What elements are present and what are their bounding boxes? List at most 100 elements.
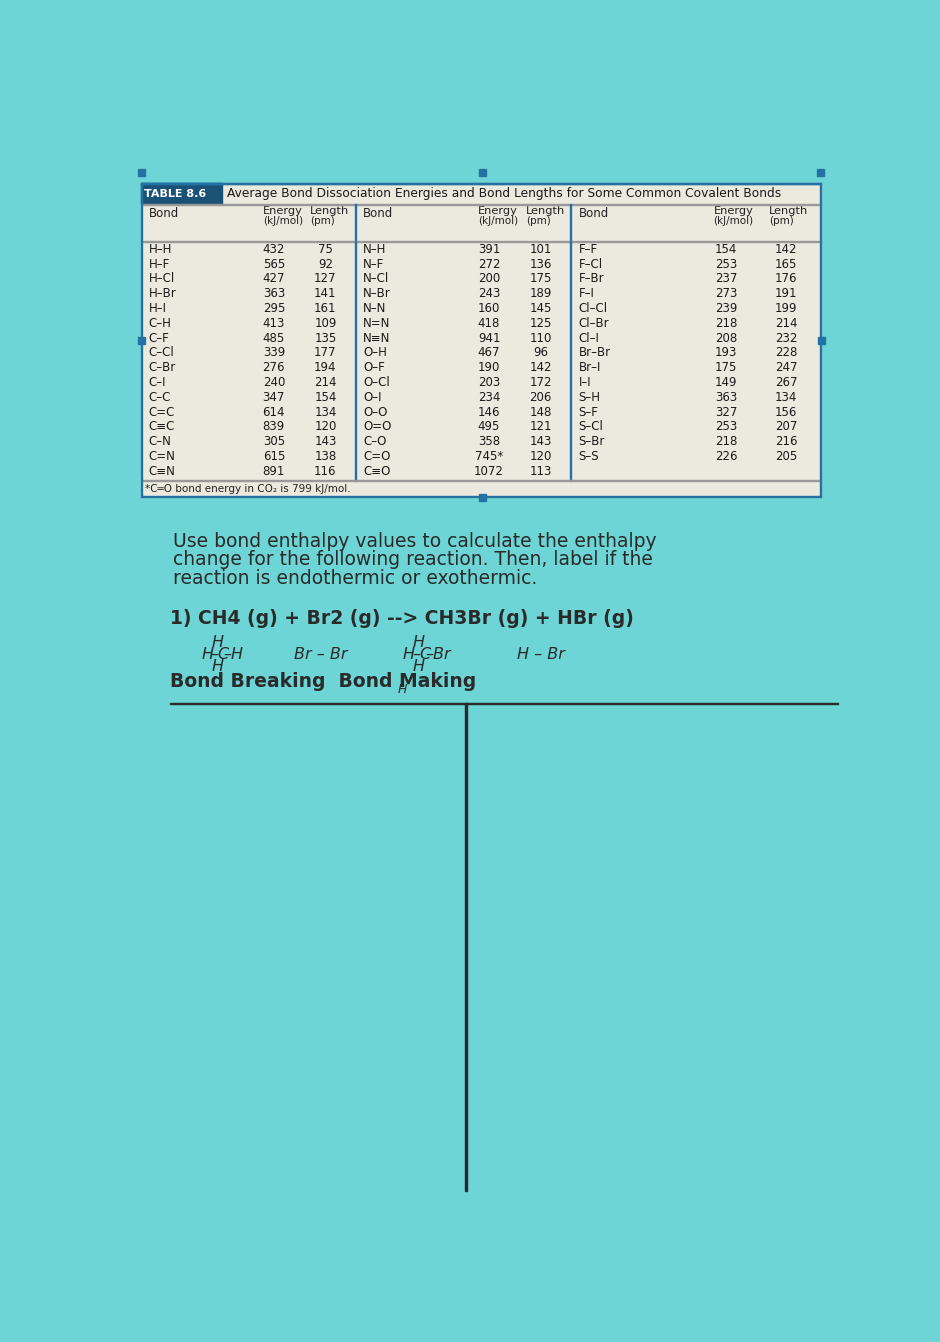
Text: –C: –C xyxy=(211,647,229,663)
Text: 200: 200 xyxy=(478,272,500,286)
Text: 237: 237 xyxy=(715,272,737,286)
Text: *C═O bond energy in CO₂ is 799 kJ/mol.: *C═O bond energy in CO₂ is 799 kJ/mol. xyxy=(145,483,351,494)
Text: H–F: H–F xyxy=(149,258,170,271)
Text: S–S: S–S xyxy=(579,450,600,463)
Text: S–Cl: S–Cl xyxy=(579,420,603,433)
Text: O–I: O–I xyxy=(363,391,382,404)
Text: 199: 199 xyxy=(775,302,797,315)
Text: 116: 116 xyxy=(314,464,337,478)
Text: 203: 203 xyxy=(478,376,500,389)
Text: –H: –H xyxy=(224,647,243,663)
Text: 272: 272 xyxy=(478,258,500,271)
Text: change for the following reaction. Then, label if the: change for the following reaction. Then,… xyxy=(173,550,653,569)
Text: 113: 113 xyxy=(529,464,552,478)
Text: 495: 495 xyxy=(478,420,500,433)
Text: N–H: N–H xyxy=(363,243,386,256)
Text: N–Br: N–Br xyxy=(363,287,391,301)
Text: 193: 193 xyxy=(715,346,737,360)
Text: 96: 96 xyxy=(533,346,548,360)
Text: Length: Length xyxy=(769,207,807,216)
Bar xyxy=(141,183,822,184)
Text: 247: 247 xyxy=(775,361,797,374)
Text: H–H: H–H xyxy=(149,243,172,256)
Text: O–H: O–H xyxy=(363,346,387,360)
Text: I–I: I–I xyxy=(579,376,591,389)
Text: 391: 391 xyxy=(478,243,500,256)
Text: 614: 614 xyxy=(262,405,285,419)
Text: O–F: O–F xyxy=(363,361,384,374)
Text: 363: 363 xyxy=(262,287,285,301)
Text: 154: 154 xyxy=(715,243,737,256)
Text: C–O: C–O xyxy=(363,435,386,448)
Text: 418: 418 xyxy=(478,317,500,330)
Text: H–Cl: H–Cl xyxy=(149,272,175,286)
Bar xyxy=(141,243,822,480)
Text: N≡N: N≡N xyxy=(363,331,390,345)
Text: reaction is endothermic or exothermic.: reaction is endothermic or exothermic. xyxy=(173,569,538,588)
Text: 1072: 1072 xyxy=(474,464,504,478)
Bar xyxy=(141,183,142,497)
Text: 273: 273 xyxy=(715,287,737,301)
Text: 154: 154 xyxy=(314,391,337,404)
Text: Energy: Energy xyxy=(713,207,754,216)
Text: Bond Breaking  Bond Making: Bond Breaking Bond Making xyxy=(170,672,477,691)
Text: 109: 109 xyxy=(314,317,337,330)
Bar xyxy=(354,242,356,480)
Text: C=O: C=O xyxy=(363,450,390,463)
Text: C–I: C–I xyxy=(149,376,166,389)
Bar xyxy=(465,702,466,1190)
Text: 565: 565 xyxy=(262,258,285,271)
Text: 358: 358 xyxy=(478,435,500,448)
Text: 148: 148 xyxy=(529,405,552,419)
Text: N=N: N=N xyxy=(363,317,390,330)
Text: 218: 218 xyxy=(715,317,737,330)
Text: 267: 267 xyxy=(775,376,797,389)
Text: Cl–Br: Cl–Br xyxy=(579,317,609,330)
Text: 216: 216 xyxy=(775,435,797,448)
Text: H: H xyxy=(212,659,224,674)
Text: 134: 134 xyxy=(314,405,337,419)
Text: H: H xyxy=(413,635,425,650)
Text: 432: 432 xyxy=(262,243,285,256)
Text: 347: 347 xyxy=(262,391,285,404)
Bar xyxy=(571,204,572,242)
Text: 172: 172 xyxy=(529,376,552,389)
Text: Energy: Energy xyxy=(478,207,518,216)
Text: 138: 138 xyxy=(314,450,337,463)
Text: Br–Br: Br–Br xyxy=(579,346,611,360)
Text: (kJ/mol): (kJ/mol) xyxy=(713,216,754,227)
Text: 176: 176 xyxy=(775,272,797,286)
Text: 101: 101 xyxy=(529,243,552,256)
Text: (pm): (pm) xyxy=(525,216,551,227)
Text: 413: 413 xyxy=(262,317,285,330)
Text: 253: 253 xyxy=(715,258,737,271)
Text: 191: 191 xyxy=(775,287,797,301)
Text: 485: 485 xyxy=(262,331,285,345)
Text: C–Cl: C–Cl xyxy=(149,346,174,360)
Text: 205: 205 xyxy=(775,450,797,463)
Text: (kJ/mol): (kJ/mol) xyxy=(478,216,518,227)
Text: 214: 214 xyxy=(775,317,797,330)
Text: 120: 120 xyxy=(314,420,337,433)
Text: H: H xyxy=(201,647,213,663)
Text: H: H xyxy=(413,659,425,674)
Text: (kJ/mol): (kJ/mol) xyxy=(263,216,304,227)
Text: 253: 253 xyxy=(715,420,737,433)
Text: C=C: C=C xyxy=(149,405,175,419)
Text: C–N: C–N xyxy=(149,435,171,448)
Text: 149: 149 xyxy=(714,376,737,389)
Bar xyxy=(478,169,486,176)
Text: 134: 134 xyxy=(775,391,797,404)
Text: H: H xyxy=(402,647,415,663)
Text: 305: 305 xyxy=(263,435,285,448)
Text: N–N: N–N xyxy=(363,302,386,315)
Text: (pm): (pm) xyxy=(769,216,793,227)
Text: 239: 239 xyxy=(715,302,737,315)
Text: 226: 226 xyxy=(714,450,737,463)
Text: O–Cl: O–Cl xyxy=(363,376,390,389)
Text: 135: 135 xyxy=(314,331,337,345)
Bar xyxy=(820,183,822,497)
Text: Energy: Energy xyxy=(263,207,303,216)
Text: F–Br: F–Br xyxy=(579,272,604,286)
Bar xyxy=(478,494,486,501)
